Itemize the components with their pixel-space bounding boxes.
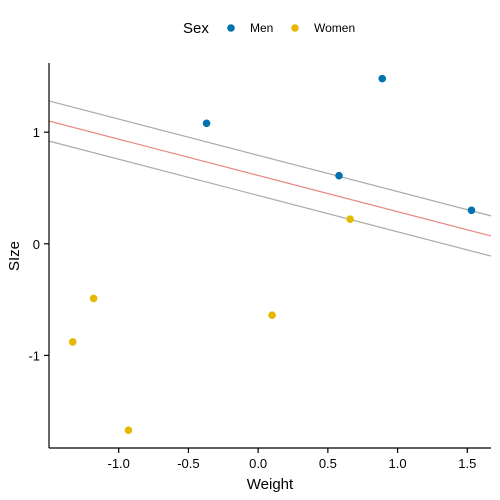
data-point-women [268,311,276,320]
y-tick-label: -1 [28,348,40,363]
data-point-women [89,294,98,303]
x-axis-ticks: -1.0 -0.5 0.0 0.5 1.0 1.5 [108,448,476,471]
y-tick-label: 0 [33,237,40,252]
upper-band-line [48,100,492,217]
data-point-men [202,119,211,128]
y-axis-title: SIze [6,241,23,271]
data-points [68,74,476,434]
legend-title: Sex [183,20,209,37]
fit-line [48,120,492,237]
x-tick-label: -0.5 [177,456,199,471]
x-tick-label: 1.5 [458,456,476,471]
regression-lines [48,100,492,257]
x-tick-label: 0.5 [319,456,337,471]
data-point-men [335,171,343,180]
y-tick-label: 1 [33,125,40,140]
data-point-women [68,338,77,346]
data-point-men [378,74,387,83]
legend-label-men: Men [250,21,273,35]
x-tick-label: 0.0 [249,456,267,471]
legend-marker-men [227,24,235,32]
data-point-women [346,215,354,224]
x-tick-label: 1.0 [389,456,407,471]
legend-marker-women [291,24,299,32]
legend-label-women: Women [314,21,355,35]
data-point-men [467,206,476,215]
y-axis-ticks: -1 0 1 [28,125,49,363]
data-point-women [124,426,133,434]
lower-band-line [48,140,492,257]
x-tick-label: -1.0 [108,456,130,471]
legend: Sex Men Women [183,20,355,37]
x-axis-title: Weight [247,476,294,493]
